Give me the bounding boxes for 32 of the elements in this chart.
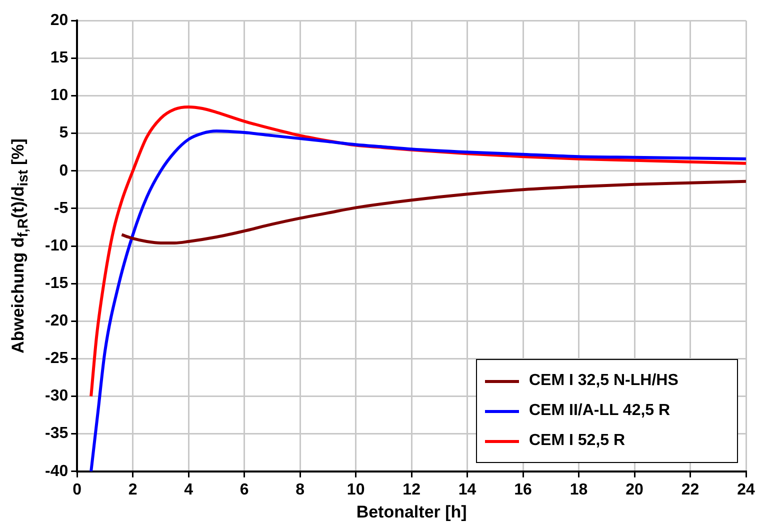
x-tick-label: 20: [626, 481, 644, 498]
y-tick-label: -20: [45, 312, 68, 330]
x-tick-label: 14: [458, 481, 476, 498]
y-tick-label: -25: [45, 350, 68, 368]
y-tick-label: 15: [50, 50, 68, 67]
y-tick-label: 20: [50, 12, 68, 30]
x-tick-label: 12: [402, 481, 421, 498]
x-axis-title: Betonalter [h]: [356, 502, 467, 522]
x-tick-label: 4: [184, 481, 194, 498]
legend-label: CEM II/A-LL 42,5 R: [529, 402, 670, 420]
x-tick-label: 0: [72, 481, 82, 498]
y-tick-label: -40: [45, 462, 68, 480]
y-tick-label: 5: [59, 124, 68, 142]
x-tick-label: 22: [681, 481, 700, 498]
y-tick-label: -10: [45, 237, 68, 254]
y-tick-label: 10: [50, 87, 68, 104]
line-series: [90, 130, 746, 472]
x-tick-label: 24: [737, 481, 755, 498]
legend-label: CEM I 52,5 R: [529, 432, 626, 450]
x-tick-label: 6: [240, 481, 249, 498]
x-tick-label: 18: [570, 481, 588, 498]
line-series: [120, 180, 746, 244]
y-tick-label: -15: [45, 274, 68, 292]
y-tick-label: -35: [45, 425, 68, 442]
x-tick-label: 8: [296, 481, 305, 498]
x-tick-label: 2: [128, 481, 138, 498]
x-tick-label: 10: [346, 481, 365, 498]
y-tick-label: -5: [54, 200, 68, 217]
x-tick-label: 16: [514, 481, 532, 498]
y-tick-label: -30: [45, 388, 68, 405]
y-tick-label: 0: [59, 162, 68, 180]
legend-label: CEM I 32,5 N-LH/HS: [529, 372, 678, 390]
